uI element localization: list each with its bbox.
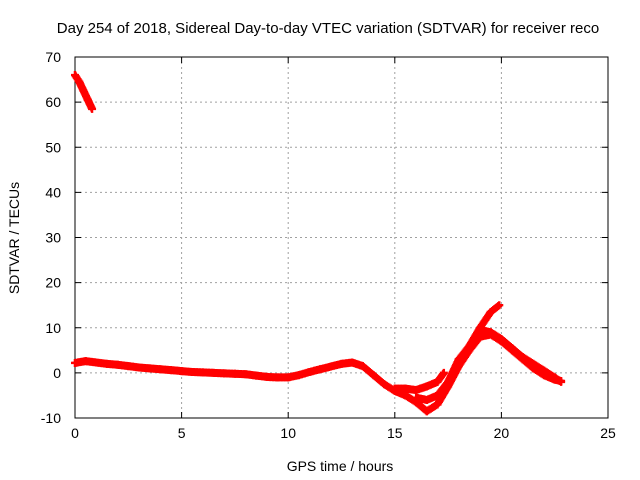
data-point xyxy=(134,363,143,372)
data-point xyxy=(273,373,282,382)
data-point xyxy=(337,359,346,368)
data-point xyxy=(209,368,218,377)
grid-lines xyxy=(75,57,608,418)
data-point xyxy=(380,380,389,389)
x-axis-label: GPS time / hours xyxy=(287,458,394,474)
data-point xyxy=(465,341,474,350)
y-tick-label: 10 xyxy=(45,320,61,336)
data-point xyxy=(75,77,84,86)
data-point xyxy=(422,382,431,391)
data-point xyxy=(252,371,261,380)
data-point xyxy=(495,301,504,310)
data-point xyxy=(557,377,566,386)
x-tick-label: 5 xyxy=(178,425,186,441)
data-point xyxy=(433,391,442,400)
data-point xyxy=(454,355,463,364)
data-point xyxy=(113,360,122,369)
data-point xyxy=(422,407,431,416)
data-point xyxy=(124,362,133,371)
data-point xyxy=(92,358,101,367)
data-point xyxy=(401,391,410,400)
data-point xyxy=(188,367,197,376)
y-tick-label: 40 xyxy=(45,184,61,200)
data-point xyxy=(422,395,431,404)
x-tick-label: 20 xyxy=(494,425,510,441)
data-point xyxy=(369,371,378,380)
data-point xyxy=(486,307,495,316)
data-point xyxy=(71,358,79,367)
data-point xyxy=(294,371,303,380)
data-point xyxy=(166,366,175,375)
data-point xyxy=(412,393,421,402)
data-point xyxy=(401,384,410,393)
data-point xyxy=(550,373,559,382)
y-axis-label: SDTVAR / TECUs xyxy=(6,182,22,294)
data-point xyxy=(390,384,399,393)
data-point xyxy=(284,373,293,382)
data-point xyxy=(326,362,335,371)
data-point xyxy=(433,400,442,409)
data-point xyxy=(83,95,92,104)
data-point xyxy=(145,364,154,373)
chart-title: Day 254 of 2018, Sidereal Day-to-day VTE… xyxy=(57,20,599,37)
data-point xyxy=(412,386,421,395)
x-tick-label: 0 xyxy=(71,425,79,441)
data-point xyxy=(81,357,90,366)
data-point xyxy=(71,71,79,80)
y-tick-label: -10 xyxy=(41,410,61,426)
data-point xyxy=(262,372,271,381)
data-point xyxy=(348,358,357,367)
data-point xyxy=(529,359,538,368)
data-point xyxy=(439,368,448,377)
data-point xyxy=(433,377,442,386)
data-point xyxy=(220,369,229,378)
data-point xyxy=(316,365,325,374)
data-point xyxy=(230,369,239,378)
y-tick-label: 20 xyxy=(45,275,61,291)
y-tick-label: 0 xyxy=(53,365,61,381)
x-tick-label: 10 xyxy=(280,425,296,441)
y-tick-label: 70 xyxy=(45,49,61,65)
data-series xyxy=(71,71,566,416)
data-point xyxy=(476,326,485,335)
y-tick-label: 30 xyxy=(45,230,61,246)
data-point xyxy=(497,335,506,344)
data-point xyxy=(486,328,495,337)
data-point xyxy=(508,344,517,353)
y-tick-label: 60 xyxy=(45,94,61,110)
data-point xyxy=(358,362,367,371)
data-point xyxy=(156,365,165,374)
axis-ticks: 0 5 10 15 20 25 -10 0 10 20 30 40 50 60 70 xyxy=(41,49,616,441)
data-point xyxy=(241,370,250,379)
data-point xyxy=(177,367,186,376)
data-point xyxy=(198,368,207,377)
data-point xyxy=(79,86,88,95)
data-point xyxy=(444,377,453,386)
data-point xyxy=(88,104,97,113)
x-tick-label: 25 xyxy=(600,425,616,441)
data-point xyxy=(305,367,314,376)
x-tick-label: 15 xyxy=(387,425,403,441)
y-tick-label: 50 xyxy=(45,139,61,155)
data-point xyxy=(102,359,111,368)
data-point xyxy=(518,353,527,362)
data-point xyxy=(540,366,549,375)
